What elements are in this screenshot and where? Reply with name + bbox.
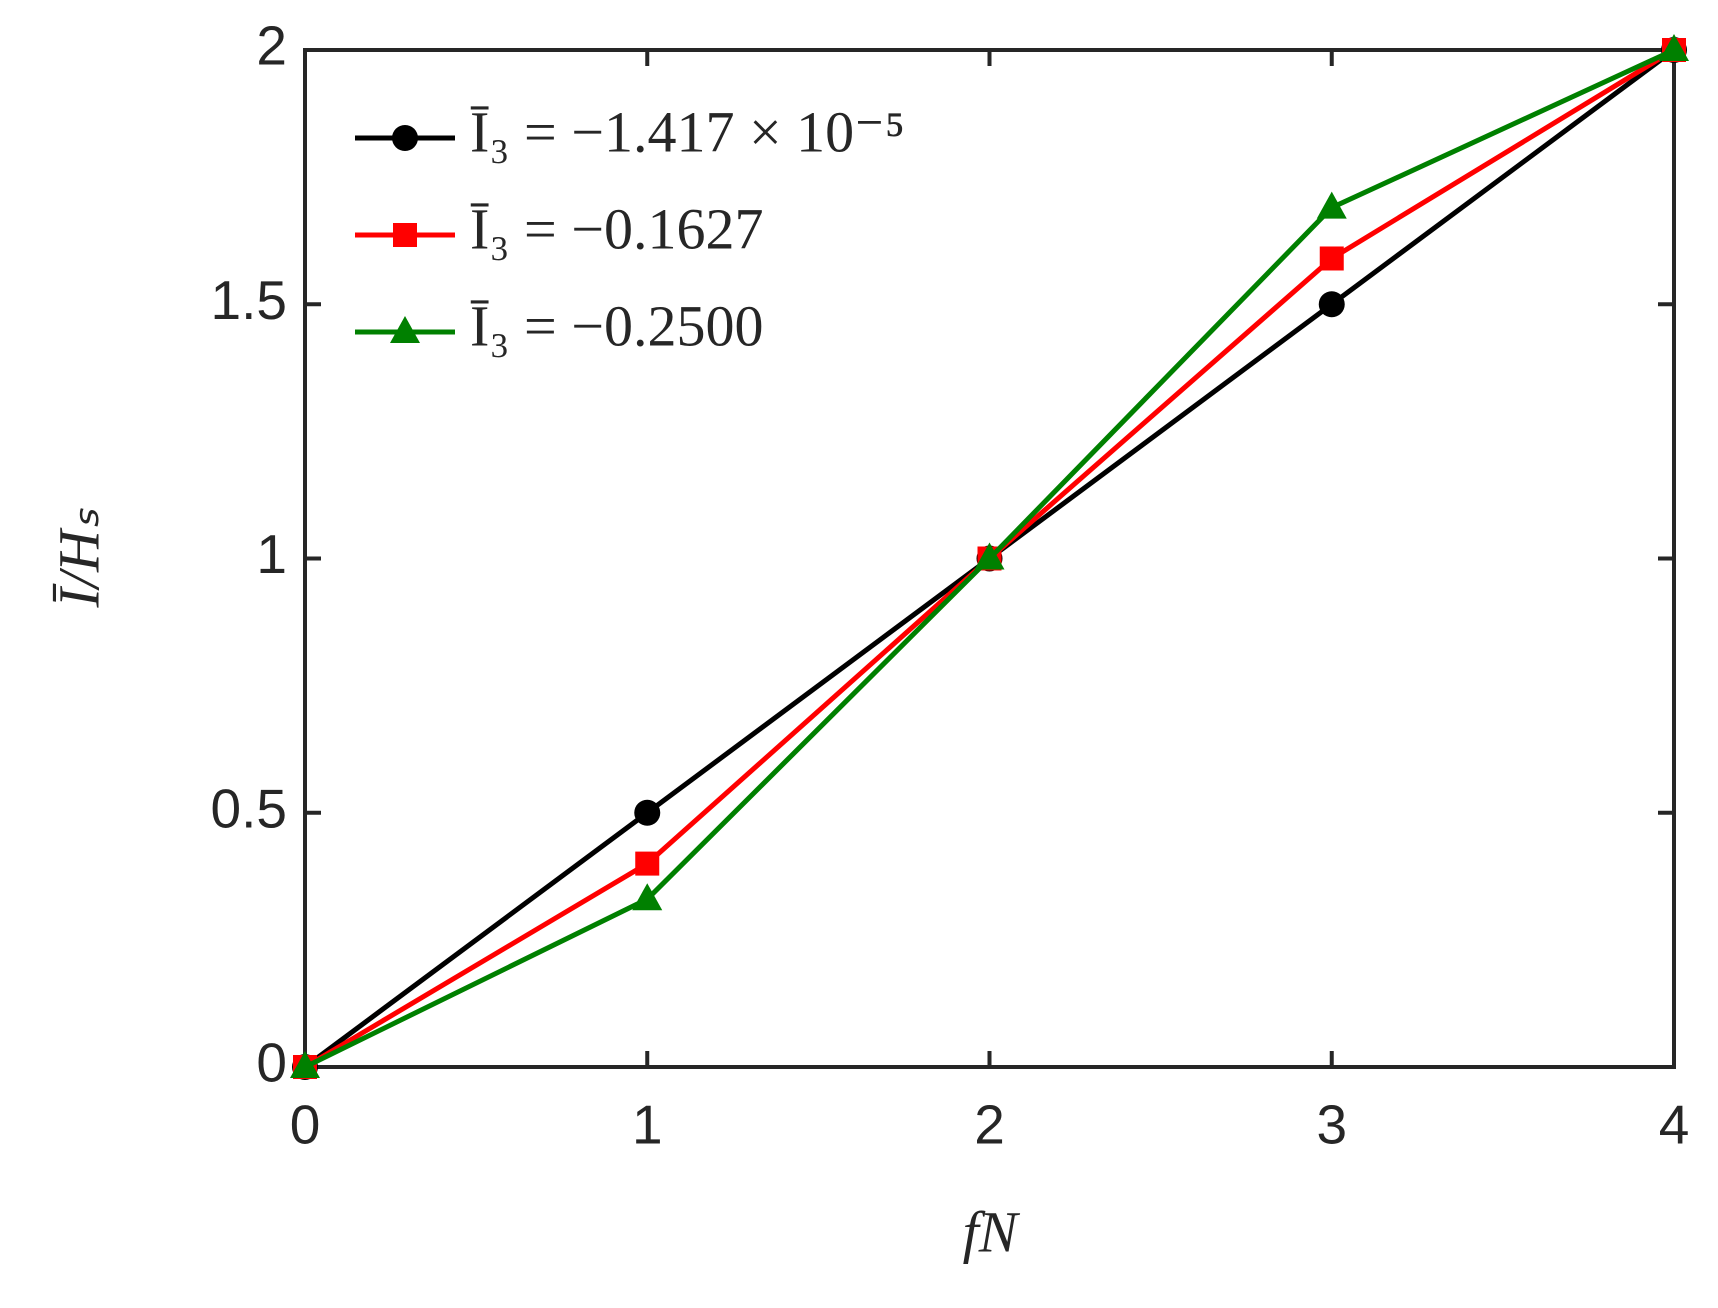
x-tick-label: 4 (1659, 1094, 1690, 1156)
y-tick-label: 1 (256, 523, 287, 585)
y-tick-label: 0 (256, 1032, 287, 1094)
x-tick-label: 0 (290, 1094, 321, 1156)
x-tick-label: 3 (1316, 1094, 1347, 1156)
legend-label: Ī₃ = −0.2500 (470, 293, 763, 358)
x-tick-label: 1 (632, 1094, 663, 1156)
y-tick-label: 0.5 (211, 777, 287, 839)
marker (290, 1051, 320, 1078)
y-tick-label: 1.5 (211, 269, 287, 331)
x-tick-label: 2 (974, 1094, 1005, 1156)
y-axis-label: Ī/Hₛ (46, 508, 111, 608)
legend-marker (392, 125, 418, 151)
marker (974, 542, 1005, 570)
legend-marker (393, 223, 417, 247)
legend-label: Ī₃ = −0.1627 (470, 196, 763, 261)
marker (1319, 246, 1344, 271)
marker (632, 883, 663, 911)
marker (1316, 191, 1347, 219)
plot-frame (303, 48, 1676, 1069)
marker (1318, 291, 1345, 318)
marker (634, 799, 661, 826)
marker (1659, 34, 1689, 61)
y-tick-label: 2 (256, 15, 287, 77)
legend-label: Ī₃ = −1.417 × 10⁻⁵ (470, 99, 905, 164)
marker (635, 851, 660, 876)
x-axis-label: fN (963, 1199, 1021, 1264)
legend-marker (390, 316, 420, 343)
